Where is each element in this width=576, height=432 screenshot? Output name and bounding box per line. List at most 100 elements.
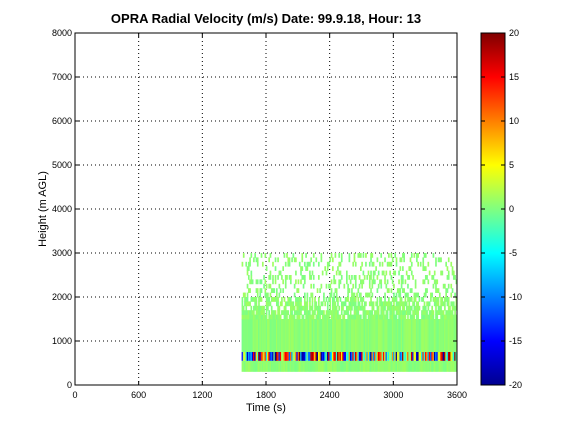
heatmap-cell (405, 305, 408, 311)
heatmap-cell (389, 319, 391, 352)
heatmap-cell (256, 310, 259, 315)
heatmap-cell (296, 360, 299, 372)
y-tick-label: 6000 (52, 116, 72, 126)
heatmap-cell (332, 319, 334, 352)
heatmap-cell (283, 352, 286, 361)
heatmap-cell (394, 314, 397, 320)
heatmap-cell (311, 314, 314, 320)
heatmap-cell (389, 360, 391, 372)
heatmap-cell (273, 297, 276, 302)
heatmap-cell (347, 288, 349, 293)
heatmap-cell (253, 297, 255, 302)
heatmap-cell (436, 310, 439, 315)
heatmap-cell (427, 261, 430, 267)
heatmap-cell (270, 352, 273, 361)
heatmap-cell (351, 360, 353, 372)
heatmap-cell (339, 360, 342, 372)
heatmap-cell (435, 301, 437, 307)
heatmap-cell (366, 310, 369, 315)
heatmap-cell (283, 253, 286, 258)
heatmap-cell (376, 360, 379, 372)
heatmap-cell (245, 360, 248, 372)
heatmap-cell (402, 305, 404, 311)
heatmap-cell (451, 319, 454, 352)
heatmap-cell (446, 352, 449, 361)
heatmap-cell (332, 305, 334, 311)
heatmap-cell (394, 305, 397, 311)
heatmap-cell (265, 266, 268, 271)
heatmap-cell (441, 319, 444, 352)
heatmap-cell (348, 319, 351, 352)
heatmap-cell (349, 310, 352, 315)
heatmap-cell (384, 319, 386, 352)
heatmap-cell (329, 319, 332, 352)
heatmap-cell (268, 257, 271, 263)
heatmap-cell (452, 360, 455, 372)
heatmap-cell (430, 310, 432, 315)
heatmap-cell (438, 319, 441, 352)
heatmap-cell (385, 301, 388, 307)
heatmap-cell (338, 283, 341, 289)
heatmap-cell (431, 319, 433, 352)
heatmap-cell (281, 275, 283, 280)
heatmap-cell (288, 297, 291, 302)
heatmap-cell (300, 279, 302, 285)
heatmap-cell (325, 360, 328, 372)
heatmap-cell (361, 261, 363, 267)
heatmap-cell (377, 319, 380, 352)
heatmap-cell (379, 314, 381, 320)
heatmap-cell (365, 319, 367, 352)
heatmap-cell (310, 314, 313, 320)
heatmap-cell (424, 352, 427, 361)
heatmap-cell (430, 360, 432, 372)
heatmap-cell (386, 352, 389, 361)
heatmap-cell (250, 270, 253, 276)
heatmap-cell (372, 270, 375, 276)
heatmap-cell (436, 360, 439, 372)
heatmap-cell (291, 310, 293, 315)
heatmap-cell (424, 319, 427, 352)
heatmap-cell (348, 352, 351, 361)
heatmap-cell (410, 352, 413, 361)
heatmap-cell (400, 279, 403, 285)
heatmap-cell (256, 292, 259, 298)
heatmap-cell (365, 352, 367, 361)
heatmap-cell (372, 275, 375, 280)
heatmap-cell (295, 319, 297, 352)
heatmap-cell (384, 297, 386, 302)
heatmap-cell (307, 261, 310, 267)
heatmap-cell (300, 301, 302, 307)
heatmap-cell (321, 301, 324, 307)
heatmap-cell (419, 261, 422, 267)
heatmap-cell (284, 275, 287, 280)
heatmap-cell (286, 253, 288, 258)
heatmap-cell (305, 305, 307, 311)
heatmap-cell (427, 279, 430, 285)
heatmap-cell (390, 305, 393, 311)
heatmap-cell (404, 360, 407, 372)
heatmap-cell (303, 261, 306, 267)
heatmap-cell (404, 301, 407, 307)
heatmap-cell (394, 270, 397, 276)
heatmap-cell (316, 352, 319, 361)
heatmap-cell (292, 305, 295, 311)
heatmap-cell (416, 319, 418, 352)
heatmap-cell (372, 360, 375, 372)
heatmap-cell (256, 261, 259, 267)
heatmap-cell (428, 310, 431, 315)
heatmap-cell (405, 292, 408, 298)
heatmap-cell (372, 314, 375, 320)
heatmap-cell (274, 352, 277, 361)
heatmap-cell (370, 319, 372, 352)
heatmap-cell (440, 352, 442, 361)
heatmap-cell (454, 275, 456, 280)
heatmap-cell (363, 360, 366, 372)
heatmap-cell (337, 352, 339, 361)
heatmap-cell (335, 360, 338, 372)
heatmap-cell (268, 275, 271, 280)
heatmap-cell (381, 314, 384, 320)
heatmap-cell (326, 310, 329, 315)
heatmap-cell (284, 319, 287, 352)
heatmap-cell (423, 301, 426, 307)
heatmap-cell (358, 283, 361, 289)
